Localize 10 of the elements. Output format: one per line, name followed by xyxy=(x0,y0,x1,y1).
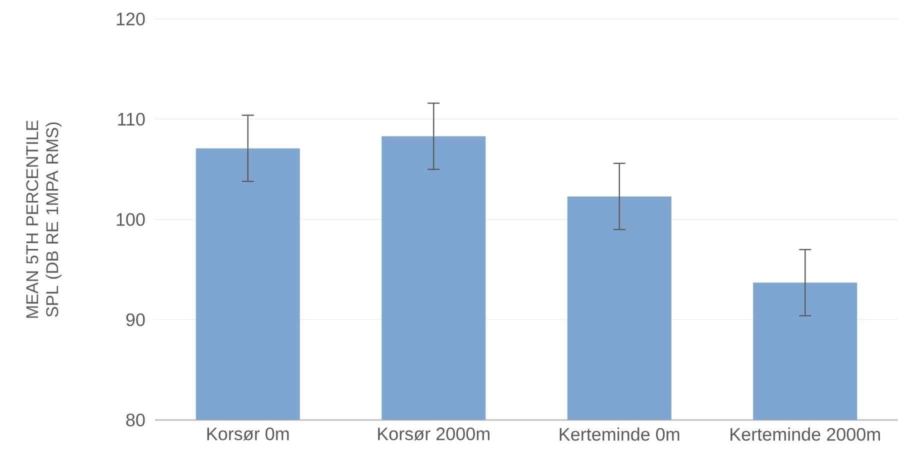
y-tick-label: 80 xyxy=(126,414,145,426)
x-tick-label: Korsør 2000m xyxy=(378,428,490,440)
x-tick-label: Korsør 0m xyxy=(207,428,289,440)
x-tick-label: Kerteminde 2000m xyxy=(730,428,880,441)
y-axis-title: MEAN 5TH PERCENTILE SPL (DB RE 1MPA RMS) xyxy=(26,120,62,318)
x-tick-label: Kerteminde 0m xyxy=(560,428,680,441)
y-tick-label: 100 xyxy=(116,213,145,226)
y-tick-label: 110 xyxy=(118,112,145,126)
y-tick-label: 120 xyxy=(116,12,145,26)
y-tick-label: 90 xyxy=(126,313,145,326)
